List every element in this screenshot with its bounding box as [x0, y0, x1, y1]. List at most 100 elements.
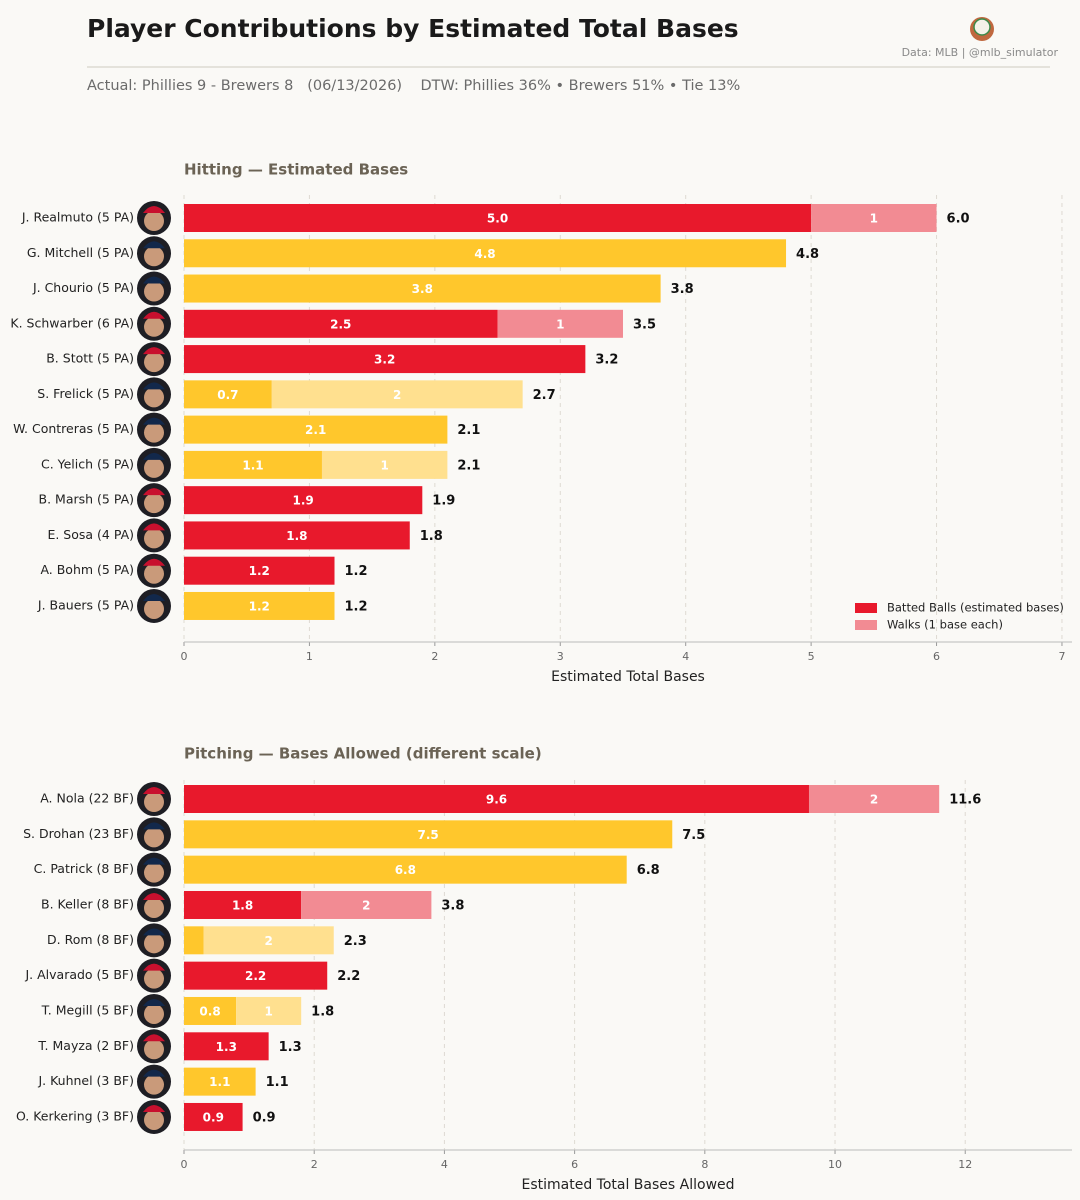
player-cap — [143, 558, 165, 566]
segment-label: 7.5 — [418, 828, 439, 842]
category-label: E. Sosa (4 PA) — [47, 527, 134, 542]
segment-label: 2 — [362, 898, 370, 912]
total-label: 3.8 — [441, 898, 464, 913]
category-label: W. Contreras (5 PA) — [13, 421, 134, 436]
x-tick-label: 12 — [958, 1158, 972, 1171]
batted-bar — [184, 1102, 243, 1131]
player-face — [144, 968, 164, 989]
category-label: D. Rom (8 BF) — [47, 932, 134, 947]
player-face — [144, 281, 164, 302]
segment-label: 0.9 — [203, 1110, 224, 1124]
x-axis-label: Estimated Total Bases Allowed — [521, 1177, 734, 1193]
player-cap — [143, 276, 165, 284]
batted-bar — [184, 345, 586, 374]
legend-swatch — [855, 603, 877, 613]
legend-label: Batted Balls (estimated bases) — [887, 601, 1064, 615]
segment-label: 1.9 — [293, 494, 314, 508]
x-tick-label: 6 — [933, 650, 940, 663]
player-face — [144, 316, 164, 337]
x-tick-label: 0 — [181, 1158, 188, 1171]
segment-label: 1 — [870, 212, 878, 226]
batted-bar — [184, 926, 204, 955]
x-axis-label: Estimated Total Bases — [551, 669, 705, 685]
segment-label: 1 — [556, 317, 564, 331]
total-label: 2.7 — [533, 388, 556, 403]
walk-bar — [271, 380, 523, 409]
segment-label: 2 — [870, 793, 878, 807]
player-cap — [143, 1069, 165, 1077]
player-face — [144, 352, 164, 373]
player-cap — [143, 1034, 165, 1042]
category-label: C. Patrick (8 BF) — [34, 861, 134, 876]
x-tick-label: 8 — [701, 1158, 708, 1171]
segment-label: 1.3 — [216, 1040, 237, 1054]
legend-swatch — [855, 620, 877, 630]
player-face — [144, 897, 164, 918]
subtitle: Actual: Phillies 9 - Brewers 8 (06/13/20… — [87, 78, 740, 94]
player-face — [144, 457, 164, 478]
batted-bar — [184, 785, 809, 813]
player-cap — [143, 206, 165, 213]
total-label: 6.8 — [637, 863, 660, 878]
total-label: 3.5 — [633, 317, 656, 332]
segment-label: 3.2 — [374, 353, 395, 367]
player-cap — [143, 1104, 165, 1112]
total-label: 1.2 — [345, 599, 368, 614]
player-cap — [143, 347, 165, 355]
segment-label: 3.8 — [412, 282, 433, 296]
segment-label: 1.1 — [242, 458, 263, 472]
player-cap — [143, 452, 165, 460]
player-cap — [143, 241, 165, 249]
x-tick-label: 5 — [808, 650, 815, 663]
batted-bar — [184, 309, 498, 338]
batted-bar — [184, 961, 328, 990]
page-title: Player Contributions by Estimated Total … — [87, 14, 739, 43]
player-face — [144, 1003, 164, 1024]
player-cap — [143, 311, 165, 319]
walk-bar — [808, 785, 940, 813]
category-label: O. Kerkering (3 BF) — [16, 1108, 134, 1123]
segment-label: 2 — [264, 934, 272, 948]
batted-bar — [184, 415, 448, 444]
player-face — [144, 1109, 164, 1130]
total-label: 4.8 — [796, 247, 819, 262]
walk-bar — [203, 926, 334, 955]
batted-bar — [184, 1067, 256, 1096]
segment-label: 0.7 — [217, 388, 238, 402]
batted-bar — [184, 996, 237, 1025]
segment-label: 9.6 — [486, 793, 507, 807]
segment-label: 1 — [264, 1004, 272, 1018]
logo-inner — [973, 18, 991, 36]
category-label: B. Marsh (5 PA) — [39, 492, 134, 507]
x-tick-label: 7 — [1058, 650, 1065, 663]
batted-bar — [184, 521, 410, 550]
segment-label: 1.8 — [286, 529, 307, 543]
x-tick-label: 10 — [828, 1158, 842, 1171]
x-tick-label: 0 — [181, 650, 188, 663]
segment-label: 4.8 — [474, 247, 495, 261]
batted-bar — [184, 890, 302, 919]
total-label: 2.2 — [337, 969, 360, 984]
walk-bar — [321, 450, 448, 479]
total-label: 1.9 — [432, 494, 455, 509]
segment-label: 5.0 — [487, 212, 508, 226]
category-label: J. Alvarado (5 BF) — [24, 967, 134, 982]
total-label: 2.3 — [344, 934, 367, 949]
player-face — [144, 563, 164, 584]
player-cap — [143, 963, 165, 971]
legend-label: Walks (1 base each) — [887, 618, 1003, 632]
batted-bar — [184, 556, 335, 585]
total-label: 3.2 — [595, 353, 618, 368]
player-face — [144, 862, 164, 883]
category-label: J. Realmuto (5 PA) — [21, 210, 134, 225]
player-face — [144, 246, 164, 267]
total-label: 2.1 — [457, 423, 480, 438]
total-label: 7.5 — [682, 828, 705, 843]
category-label: T. Mayza (2 BF) — [37, 1038, 134, 1053]
player-cap — [143, 892, 165, 900]
walk-bar — [497, 309, 623, 338]
total-label: 1.3 — [279, 1040, 302, 1055]
player-face — [144, 493, 164, 514]
x-tick-label: 1 — [306, 650, 313, 663]
